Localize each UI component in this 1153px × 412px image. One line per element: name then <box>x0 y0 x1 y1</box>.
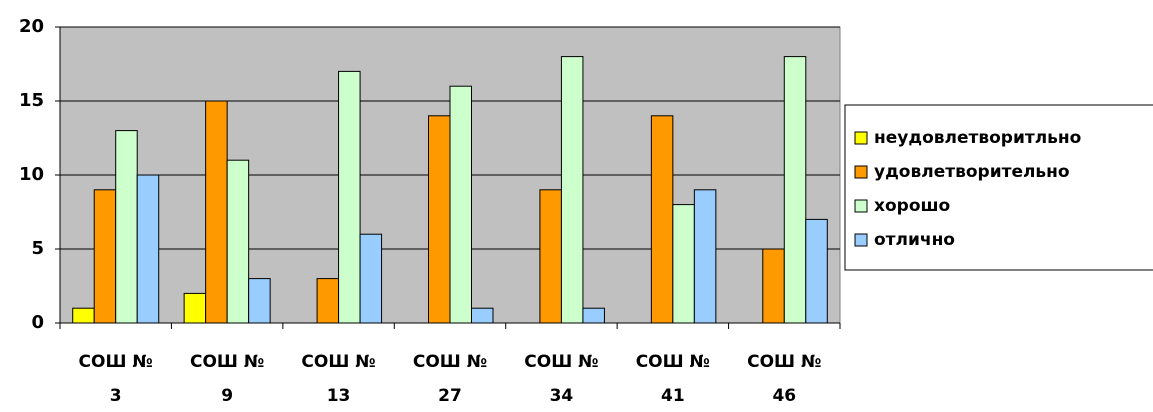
legend-label: удовлетворительно <box>874 162 1070 182</box>
bar <box>226 159 250 324</box>
bar <box>359 233 383 324</box>
x-tick-label: СОШ № 34 <box>524 352 599 406</box>
legend-label: неудовлетворитльно <box>874 128 1081 148</box>
bar <box>338 70 361 324</box>
bar <box>316 278 340 324</box>
bar <box>783 56 807 324</box>
y-tick-label: 10 <box>19 164 44 185</box>
bar <box>449 85 472 324</box>
bar <box>205 100 228 324</box>
x-tick-label: СОШ № 27 <box>412 352 488 406</box>
bar <box>693 189 717 324</box>
legend-label: хорошо <box>874 196 950 216</box>
y-tick-label: 0 <box>31 312 44 333</box>
y-tick-label: 15 <box>19 90 44 111</box>
x-tick-label: СОШ № 13 <box>301 352 376 406</box>
bar <box>248 278 271 324</box>
bar <box>762 248 785 324</box>
x-tick-label: СОШ № 9 <box>189 352 265 406</box>
bar <box>183 292 207 324</box>
bar <box>115 130 138 324</box>
bar <box>136 174 160 324</box>
y-tick-label: 5 <box>31 238 44 259</box>
bar <box>428 115 451 324</box>
legend-swatch <box>854 199 868 213</box>
bar <box>805 218 828 324</box>
legend-swatch <box>854 165 868 179</box>
bar <box>672 204 695 324</box>
x-tick-label: СОШ № 3 <box>78 352 153 406</box>
legend-box <box>844 104 1153 271</box>
bar <box>471 307 494 324</box>
bar <box>650 115 674 324</box>
bar <box>93 189 117 324</box>
x-tick-label: СОШ № 46 <box>747 352 822 406</box>
bar <box>582 307 605 324</box>
legend-label: отлично <box>874 230 955 250</box>
bar <box>560 56 584 324</box>
legend-swatch <box>854 233 868 247</box>
y-tick-label: 20 <box>19 16 44 37</box>
bar <box>539 189 562 324</box>
bar <box>72 307 95 324</box>
legend-swatch <box>854 131 868 145</box>
x-tick-label: СОШ № 41 <box>635 352 710 406</box>
